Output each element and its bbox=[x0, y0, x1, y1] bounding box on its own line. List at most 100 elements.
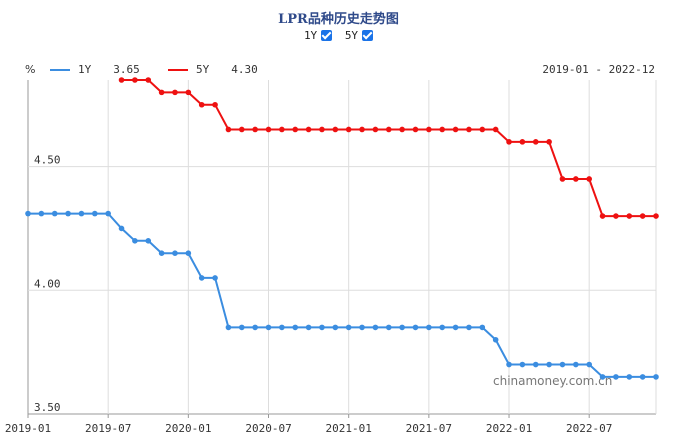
data-point-5y bbox=[399, 126, 405, 133]
legend-name-5y: 5Y bbox=[196, 63, 210, 76]
data-point-1y bbox=[238, 324, 245, 331]
data-point-5y bbox=[212, 101, 218, 108]
data-point-1y bbox=[613, 374, 619, 380]
data-point-1y bbox=[118, 225, 125, 232]
data-point-1y bbox=[532, 361, 539, 368]
unit-label: % bbox=[25, 63, 36, 76]
data-point-5y bbox=[345, 126, 352, 133]
data-point-1y bbox=[25, 210, 31, 217]
toggle-5y[interactable]: 5Y bbox=[344, 29, 374, 42]
checkbox-checked-icon[interactable] bbox=[321, 30, 333, 41]
data-point-5y bbox=[225, 126, 232, 133]
data-point-1y bbox=[38, 210, 45, 217]
data-point-1y bbox=[573, 361, 579, 368]
data-point-1y bbox=[145, 238, 152, 244]
data-point-5y bbox=[172, 89, 178, 96]
data-point-5y bbox=[492, 126, 499, 133]
series-line-5y bbox=[121, 79, 656, 218]
data-point-5y bbox=[185, 89, 192, 96]
data-point-5y bbox=[573, 176, 579, 182]
data-point-1y bbox=[319, 324, 325, 331]
x-tick-label: 2019-07 bbox=[85, 422, 131, 435]
data-point-5y bbox=[279, 126, 285, 133]
data-point-1y bbox=[105, 210, 111, 217]
data-point-1y bbox=[599, 374, 606, 380]
data-point-1y bbox=[359, 324, 365, 331]
data-point-1y bbox=[292, 324, 299, 331]
data-point-1y bbox=[252, 324, 258, 331]
y-tick-label: 4.50 bbox=[34, 154, 61, 167]
x-tick-label: 2021-01 bbox=[326, 422, 372, 435]
data-point-1y bbox=[385, 324, 392, 331]
data-point-1y bbox=[185, 250, 192, 256]
data-point-5y bbox=[238, 126, 245, 133]
y-tick-label: 4.00 bbox=[34, 277, 61, 290]
data-point-5y bbox=[292, 126, 299, 133]
data-point-5y bbox=[639, 213, 646, 219]
data-point-1y bbox=[212, 275, 218, 281]
data-point-5y bbox=[158, 89, 165, 96]
x-tick-label: 2020-07 bbox=[245, 422, 291, 435]
data-point-5y bbox=[613, 213, 619, 219]
data-point-1y bbox=[639, 374, 646, 380]
data-point-1y bbox=[626, 374, 633, 380]
series-line-1y bbox=[28, 212, 656, 378]
data-point-5y bbox=[626, 213, 633, 219]
checkbox-checked-icon[interactable] bbox=[362, 30, 374, 41]
data-point-1y bbox=[65, 210, 71, 217]
data-point-1y bbox=[265, 324, 272, 331]
data-point-1y bbox=[172, 250, 178, 256]
series-toggles: 1Y 5Y bbox=[0, 29, 677, 42]
data-point-1y bbox=[332, 324, 339, 331]
data-point-5y bbox=[198, 101, 205, 108]
data-point-1y bbox=[559, 361, 566, 368]
data-point-5y bbox=[252, 126, 258, 133]
data-point-1y bbox=[653, 374, 659, 380]
data-point-1y bbox=[51, 210, 58, 217]
data-point-5y bbox=[506, 139, 512, 145]
data-point-1y bbox=[426, 324, 432, 331]
x-tick-label: 2020-01 bbox=[165, 422, 211, 435]
x-tick-label: 2021-07 bbox=[406, 422, 452, 435]
data-point-1y bbox=[452, 324, 459, 331]
toggle-1y[interactable]: 1Y bbox=[303, 29, 333, 42]
data-point-5y bbox=[546, 139, 552, 145]
data-point-1y bbox=[198, 275, 205, 281]
data-point-1y bbox=[439, 324, 446, 331]
data-point-5y bbox=[479, 126, 486, 133]
data-point-5y bbox=[265, 126, 272, 133]
data-point-1y bbox=[158, 250, 165, 256]
data-point-1y bbox=[225, 324, 232, 331]
data-point-1y bbox=[279, 324, 285, 331]
data-point-5y bbox=[439, 126, 446, 133]
data-point-5y bbox=[559, 176, 566, 182]
legend-name-1y: 1Y bbox=[78, 63, 92, 76]
toggle-5y-label: 5Y bbox=[344, 29, 359, 42]
data-point-5y bbox=[653, 213, 659, 219]
legend-item-5y[interactable]: 5Y 4.30 bbox=[168, 63, 258, 76]
date-range: 2019-01 - 2022-12 bbox=[542, 63, 655, 76]
watermark-text: chinamoney.com.cn bbox=[493, 374, 612, 388]
data-point-1y bbox=[519, 361, 526, 368]
data-point-5y bbox=[145, 77, 152, 83]
chart-title: LPR品种历史走势图 bbox=[278, 12, 399, 27]
data-point-5y bbox=[532, 139, 539, 145]
toggle-1y-label: 1Y bbox=[303, 29, 318, 42]
data-point-1y bbox=[399, 324, 405, 331]
data-point-5y bbox=[412, 126, 419, 133]
data-point-5y bbox=[332, 126, 339, 133]
data-point-1y bbox=[132, 238, 138, 244]
data-point-1y bbox=[586, 361, 592, 368]
data-point-1y bbox=[546, 361, 552, 368]
legend-item-1y[interactable]: 1Y 3.65 bbox=[50, 63, 140, 76]
data-point-5y bbox=[305, 126, 312, 133]
x-tick-label: 2022-07 bbox=[566, 422, 612, 435]
data-point-1y bbox=[492, 336, 499, 343]
data-point-5y bbox=[359, 126, 365, 133]
data-point-1y bbox=[372, 324, 379, 331]
data-point-1y bbox=[479, 324, 486, 331]
data-point-5y bbox=[319, 126, 325, 133]
data-point-5y bbox=[118, 77, 125, 83]
x-tick-label: 2022-01 bbox=[486, 422, 532, 435]
